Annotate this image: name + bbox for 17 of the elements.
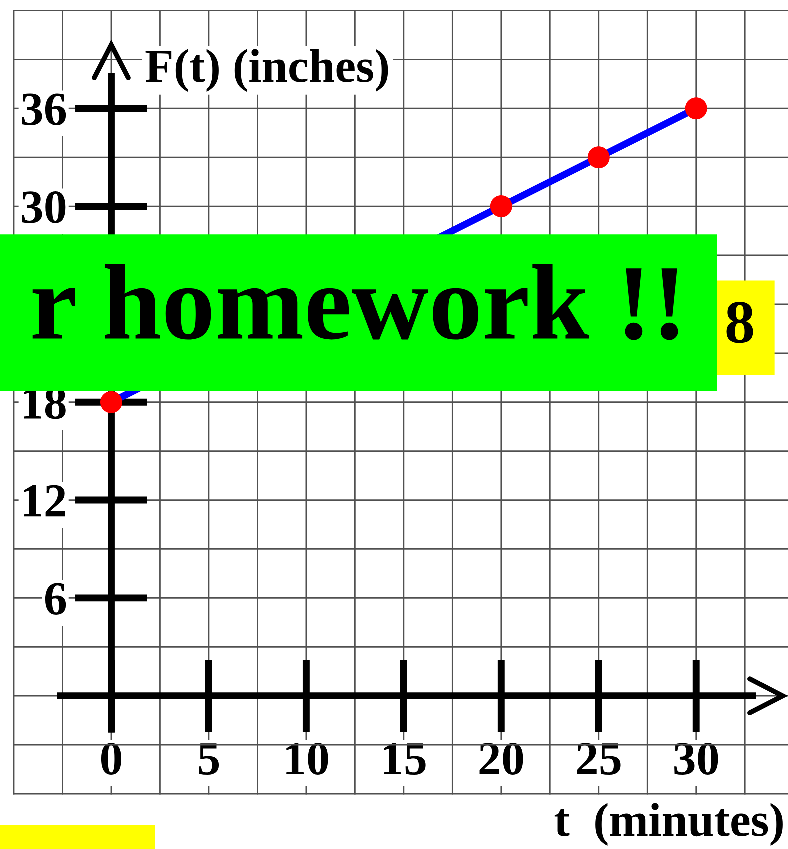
annotation: 8 [726, 302, 754, 344]
y-tick-label: 6 [45, 583, 66, 616]
x-tick-label: 15 [384, 743, 426, 776]
point [685, 98, 708, 120]
point [100, 391, 122, 414]
x-tick-label: 10 [286, 743, 328, 776]
x-tick-label: 0 [101, 743, 122, 776]
point [588, 146, 610, 169]
y-tick-label: 12 [24, 485, 66, 517]
y-tick-label: 30 [22, 192, 66, 224]
x-tick-label: 30 [674, 743, 718, 776]
annotation: r homework !! [32, 264, 678, 340]
point [490, 196, 512, 218]
x-tick-label: 20 [480, 743, 524, 776]
x-axis-title: t (minutes) [554, 803, 783, 846]
y-tick-label: 36 [22, 94, 66, 126]
y-axis-title: F(t) (inches) [146, 49, 388, 92]
